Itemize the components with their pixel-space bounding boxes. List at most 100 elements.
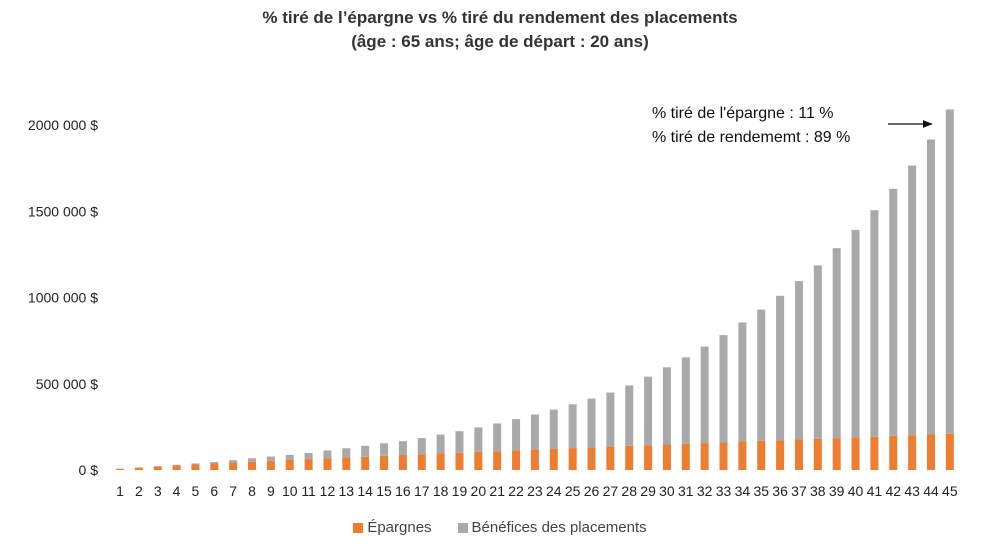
bar-returns bbox=[248, 458, 257, 462]
bar-savings bbox=[926, 434, 935, 470]
bar-returns bbox=[210, 462, 219, 464]
bar-returns bbox=[587, 398, 596, 448]
bar-savings bbox=[116, 468, 124, 470]
bar-savings bbox=[248, 461, 257, 470]
bar-savings bbox=[870, 436, 879, 470]
bar-returns bbox=[229, 460, 238, 463]
y-tick-label: 2000 000 $ bbox=[28, 117, 98, 133]
bar-savings bbox=[172, 465, 181, 470]
bar-returns bbox=[662, 367, 671, 445]
x-tick-label: 25 bbox=[565, 483, 581, 499]
x-tick-label: 12 bbox=[320, 483, 336, 499]
x-tick-label: 33 bbox=[716, 483, 732, 499]
bar-savings bbox=[512, 450, 521, 470]
x-tick-label: 15 bbox=[376, 483, 392, 499]
x-tick-label: 44 bbox=[923, 483, 939, 499]
bar-savings bbox=[568, 448, 577, 470]
bar-returns bbox=[304, 452, 313, 460]
x-tick-label: 35 bbox=[753, 483, 769, 499]
bar-returns bbox=[568, 404, 577, 449]
x-tick-label: 34 bbox=[735, 483, 751, 499]
x-tick-label: 16 bbox=[395, 483, 411, 499]
x-tick-label: 18 bbox=[433, 483, 449, 499]
bar-savings bbox=[342, 457, 351, 470]
y-tick-label: 1500 000 $ bbox=[28, 203, 98, 219]
y-tick-label: 0 $ bbox=[79, 462, 99, 478]
x-tick-label: 24 bbox=[546, 483, 562, 499]
legend-label-savings: Épargnes bbox=[367, 519, 432, 536]
x-tick-label: 36 bbox=[772, 483, 788, 499]
bar-savings bbox=[625, 445, 634, 470]
bar-returns bbox=[851, 229, 860, 438]
bar-savings bbox=[606, 446, 615, 470]
bar-savings bbox=[134, 467, 143, 470]
bar-returns bbox=[738, 322, 747, 442]
x-tick-label: 3 bbox=[154, 483, 162, 499]
bar-returns bbox=[191, 463, 200, 465]
y-tick-label: 1000 000 $ bbox=[28, 290, 98, 306]
bar-savings bbox=[644, 445, 653, 470]
annotation-line-returns: % tiré de rendememt : 89 % bbox=[652, 129, 851, 146]
x-tick-label: 4 bbox=[173, 483, 181, 499]
bar-savings bbox=[380, 455, 389, 470]
bar-returns bbox=[549, 409, 558, 449]
y-tick-label: 500 000 $ bbox=[36, 376, 98, 392]
x-tick-label: 28 bbox=[621, 483, 637, 499]
x-tick-label: 45 bbox=[942, 483, 958, 499]
x-tick-label: 40 bbox=[848, 483, 864, 499]
legend-swatch-savings bbox=[353, 522, 364, 533]
bar-savings bbox=[191, 464, 200, 470]
bar-returns bbox=[474, 427, 483, 452]
bar-series bbox=[116, 109, 954, 470]
bar-savings bbox=[908, 435, 917, 470]
x-tick-label: 26 bbox=[584, 483, 600, 499]
bar-returns bbox=[870, 210, 879, 437]
bar-savings bbox=[153, 466, 162, 470]
bar-savings bbox=[210, 463, 219, 470]
bar-returns bbox=[380, 443, 389, 456]
bar-returns bbox=[757, 309, 766, 441]
bar-savings bbox=[474, 451, 483, 470]
bar-savings bbox=[776, 440, 785, 470]
bar-returns bbox=[342, 448, 351, 458]
legend-swatch-returns bbox=[457, 522, 468, 533]
bar-savings bbox=[266, 460, 275, 470]
bar-savings bbox=[285, 459, 294, 470]
bar-returns bbox=[813, 265, 822, 439]
bar-savings bbox=[417, 454, 426, 470]
bar-returns bbox=[832, 248, 841, 439]
bar-returns bbox=[398, 441, 407, 455]
x-tick-label: 23 bbox=[527, 483, 543, 499]
bar-savings bbox=[361, 456, 370, 470]
x-tick-label: 1 bbox=[116, 483, 124, 499]
x-tick-label: 27 bbox=[603, 483, 619, 499]
x-tick-label: 20 bbox=[471, 483, 487, 499]
x-tick-label: 38 bbox=[810, 483, 826, 499]
x-tick-label: 7 bbox=[229, 483, 237, 499]
x-tick-label: 13 bbox=[339, 483, 355, 499]
bar-returns bbox=[361, 445, 370, 457]
bar-savings bbox=[832, 438, 841, 470]
bar-returns bbox=[172, 464, 181, 466]
bar-savings bbox=[851, 437, 860, 470]
x-tick-label: 31 bbox=[678, 483, 694, 499]
bar-savings bbox=[719, 442, 728, 470]
bar-savings bbox=[493, 451, 502, 470]
bar-returns bbox=[493, 423, 502, 452]
bar-savings bbox=[700, 443, 709, 470]
bar-savings bbox=[813, 438, 822, 470]
bar-returns bbox=[606, 392, 615, 447]
legend-item-savings: Épargnes bbox=[353, 519, 432, 536]
bar-returns bbox=[512, 419, 521, 451]
x-tick-label: 41 bbox=[867, 483, 883, 499]
bar-savings bbox=[398, 454, 407, 470]
bar-returns bbox=[681, 357, 690, 444]
x-tick-label: 17 bbox=[414, 483, 430, 499]
bar-savings bbox=[757, 440, 766, 470]
chart-legend: Épargnes Bénéfices des placements bbox=[0, 519, 1000, 536]
chart-title-block: % tiré de l’épargne vs % tiré du rendeme… bbox=[0, 6, 1000, 54]
legend-item-returns: Bénéfices des placements bbox=[457, 519, 647, 536]
bar-savings bbox=[455, 452, 464, 470]
bar-returns bbox=[323, 450, 332, 459]
chart-title: % tiré de l’épargne vs % tiré du rendeme… bbox=[262, 8, 738, 27]
